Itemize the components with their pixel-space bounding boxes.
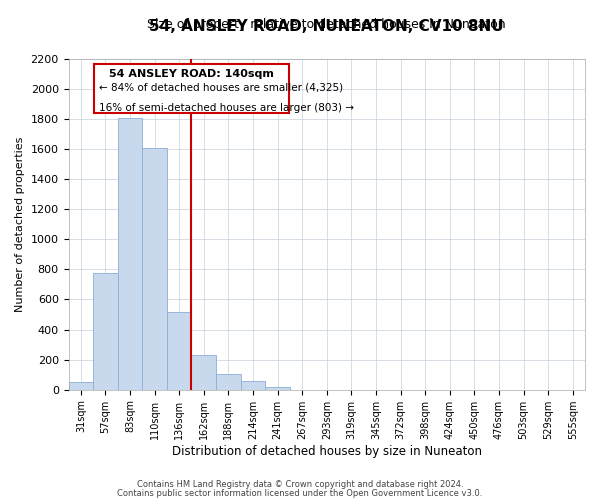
FancyBboxPatch shape <box>94 64 289 113</box>
Bar <box>265 386 290 390</box>
Title: Size of property relative to detached houses in Nuneaton: Size of property relative to detached ho… <box>148 18 506 32</box>
Bar <box>167 312 191 390</box>
Bar <box>93 273 118 390</box>
Text: 54 ANSLEY ROAD: 140sqm: 54 ANSLEY ROAD: 140sqm <box>109 68 274 78</box>
Bar <box>142 148 167 390</box>
Text: 54, ANSLEY ROAD, NUNEATON, CV10 8NU: 54, ANSLEY ROAD, NUNEATON, CV10 8NU <box>149 19 504 34</box>
Text: 16% of semi-detached houses are larger (803) →: 16% of semi-detached houses are larger (… <box>99 103 354 113</box>
Bar <box>118 118 142 390</box>
Text: Contains public sector information licensed under the Open Government Licence v3: Contains public sector information licen… <box>118 490 482 498</box>
Bar <box>216 374 241 390</box>
Text: Contains HM Land Registry data © Crown copyright and database right 2024.: Contains HM Land Registry data © Crown c… <box>137 480 463 489</box>
X-axis label: Distribution of detached houses by size in Nuneaton: Distribution of detached houses by size … <box>172 444 482 458</box>
Y-axis label: Number of detached properties: Number of detached properties <box>15 136 25 312</box>
Bar <box>241 382 265 390</box>
Bar <box>191 355 216 390</box>
Text: ← 84% of detached houses are smaller (4,325): ← 84% of detached houses are smaller (4,… <box>99 83 343 93</box>
Bar <box>68 382 93 390</box>
